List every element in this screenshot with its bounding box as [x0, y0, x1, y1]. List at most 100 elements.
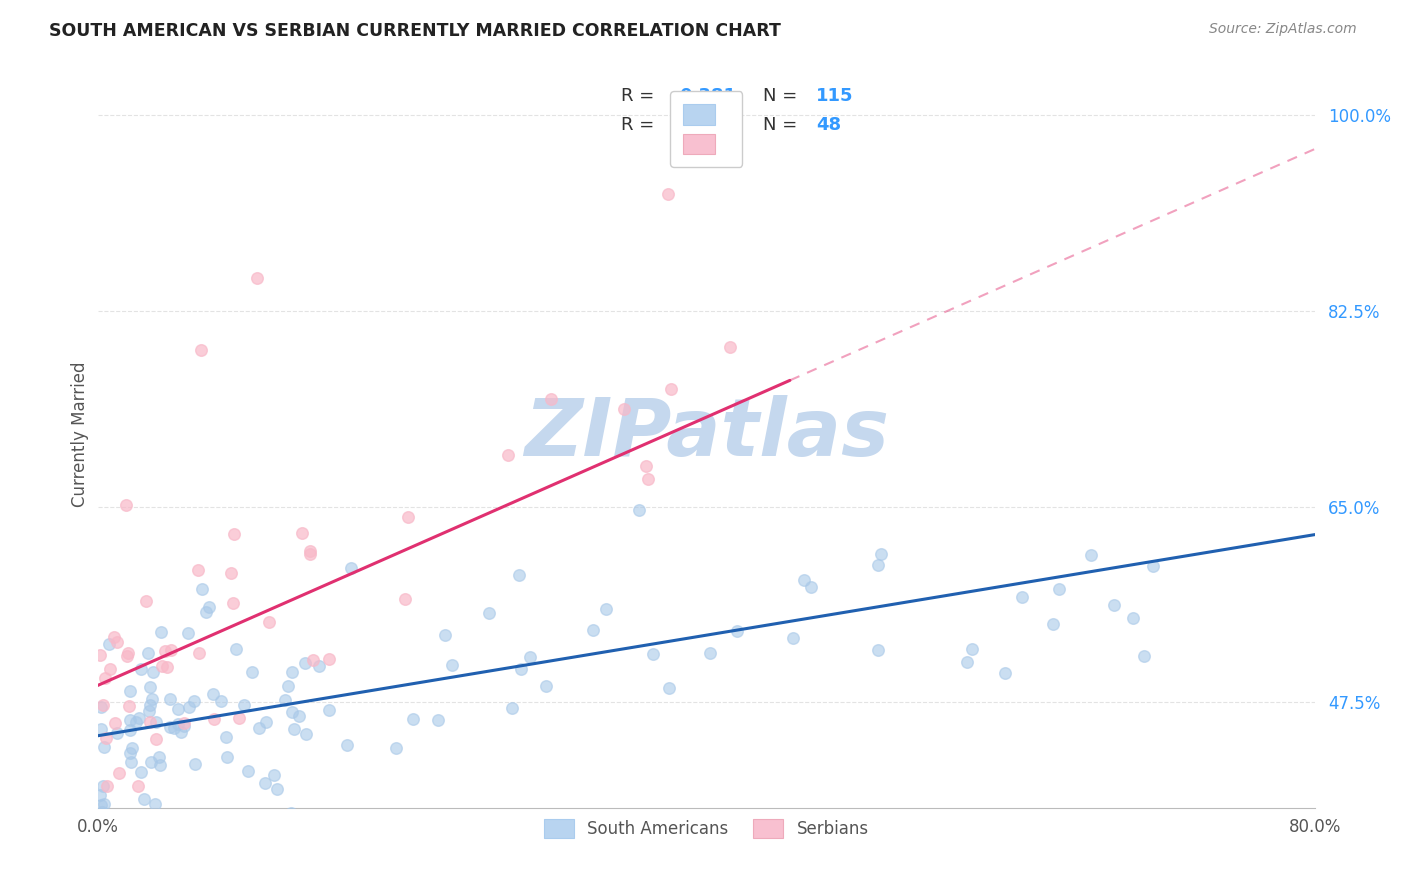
- Point: [159, 720, 181, 734]
- Point: [281, 665, 304, 679]
- Point: [160, 643, 183, 657]
- Point: [159, 692, 181, 706]
- Text: R =: R =: [621, 87, 659, 104]
- Point: [120, 755, 142, 769]
- Point: [139, 755, 162, 769]
- Point: [636, 458, 658, 473]
- Point: [283, 722, 305, 736]
- Point: [191, 582, 214, 596]
- Text: N =: N =: [763, 116, 803, 134]
- Point: [508, 568, 530, 582]
- Point: [496, 448, 519, 462]
- Point: [219, 566, 242, 581]
- Point: [384, 740, 406, 755]
- Point: [257, 615, 280, 629]
- Point: [277, 679, 299, 693]
- Point: [266, 781, 288, 796]
- Point: [103, 630, 125, 644]
- Point: [994, 665, 1017, 680]
- Point: [156, 660, 179, 674]
- Point: [115, 648, 138, 663]
- Point: [98, 637, 121, 651]
- Point: [177, 700, 200, 714]
- Point: [401, 712, 423, 726]
- Point: [394, 592, 416, 607]
- Point: [190, 343, 212, 358]
- Point: [519, 650, 541, 665]
- Text: 0.381: 0.381: [679, 87, 737, 104]
- Point: [224, 526, 246, 541]
- Text: SOUTH AMERICAN VS SERBIAN CURRENTLY MARRIED CORRELATION CHART: SOUTH AMERICAN VS SERBIAN CURRENTLY MARR…: [49, 22, 782, 40]
- Text: 0.433: 0.433: [679, 116, 737, 134]
- Legend: South Americans, Serbians: South Americans, Serbians: [537, 813, 876, 845]
- Point: [215, 730, 238, 744]
- Point: [145, 732, 167, 747]
- Point: [129, 823, 152, 838]
- Point: [434, 628, 457, 642]
- Point: [117, 646, 139, 660]
- Point: [129, 662, 152, 676]
- Point: [641, 647, 664, 661]
- Text: 48: 48: [815, 116, 841, 134]
- Point: [254, 715, 277, 730]
- Point: [236, 764, 259, 779]
- Point: [637, 472, 659, 486]
- Point: [91, 698, 114, 712]
- Point: [868, 643, 890, 657]
- Point: [201, 688, 224, 702]
- Point: [440, 658, 463, 673]
- Point: [1102, 599, 1125, 613]
- Point: [1122, 611, 1144, 625]
- Point: [339, 561, 361, 575]
- Point: [613, 402, 636, 417]
- Point: [183, 694, 205, 708]
- Point: [118, 698, 141, 713]
- Point: [150, 625, 173, 640]
- Point: [1042, 617, 1064, 632]
- Point: [202, 712, 225, 726]
- Point: [125, 714, 148, 729]
- Point: [263, 768, 285, 782]
- Point: [89, 648, 111, 662]
- Text: 115: 115: [815, 87, 853, 104]
- Point: [96, 779, 118, 793]
- Point: [138, 680, 160, 694]
- Point: [94, 731, 117, 745]
- Point: [108, 766, 131, 780]
- Point: [534, 679, 557, 693]
- Point: [148, 757, 170, 772]
- Point: [273, 693, 295, 707]
- Point: [93, 671, 115, 685]
- Text: R =: R =: [621, 116, 659, 134]
- Point: [318, 703, 340, 717]
- Point: [280, 805, 302, 820]
- Point: [118, 746, 141, 760]
- Point: [540, 392, 562, 406]
- Point: [198, 600, 221, 615]
- Point: [396, 509, 419, 524]
- Point: [301, 652, 323, 666]
- Point: [138, 698, 160, 712]
- Point: [177, 625, 200, 640]
- Point: [132, 792, 155, 806]
- Point: [318, 651, 340, 665]
- Point: [167, 702, 190, 716]
- Point: [657, 186, 679, 201]
- Point: [104, 808, 127, 822]
- Point: [225, 642, 247, 657]
- Point: [186, 563, 208, 577]
- Point: [173, 719, 195, 733]
- Point: [120, 684, 142, 698]
- Point: [93, 797, 115, 811]
- Point: [141, 692, 163, 706]
- Point: [628, 502, 651, 516]
- Point: [138, 704, 160, 718]
- Point: [148, 750, 170, 764]
- Point: [298, 544, 321, 558]
- Point: [233, 698, 256, 712]
- Point: [150, 659, 173, 673]
- Point: [118, 723, 141, 737]
- Point: [195, 605, 218, 619]
- Point: [105, 726, 128, 740]
- Point: [501, 701, 523, 715]
